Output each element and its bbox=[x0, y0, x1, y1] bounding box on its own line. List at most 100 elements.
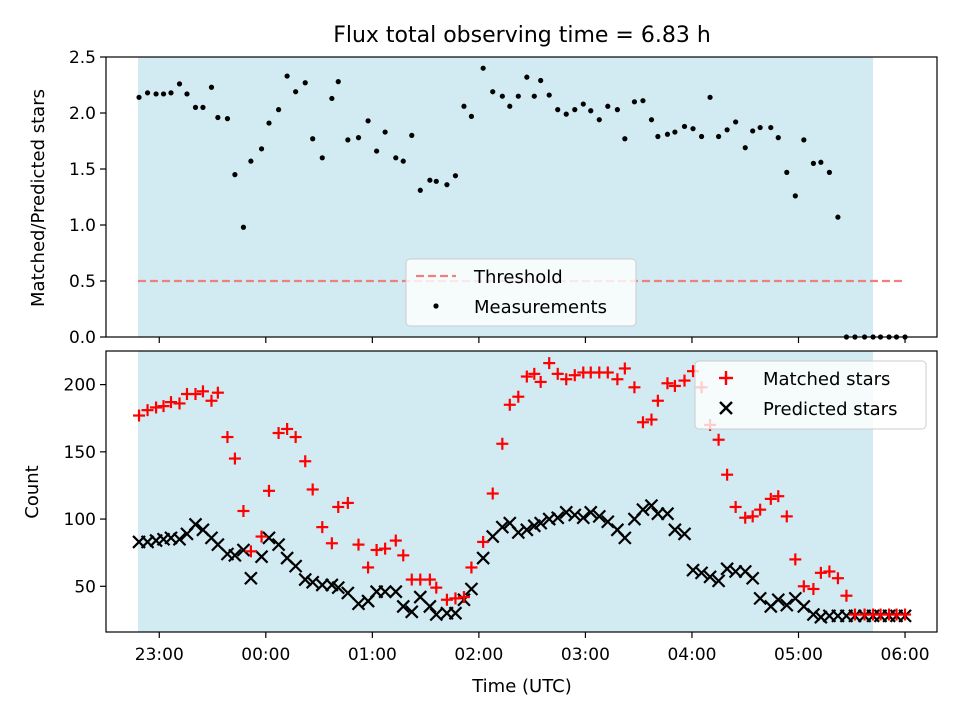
predicted-star-stroke bbox=[271, 537, 286, 552]
measurement-point bbox=[215, 114, 221, 121]
matched-star-point bbox=[150, 401, 163, 414]
predicted-star-point bbox=[389, 584, 403, 599]
matched-star-point bbox=[263, 484, 276, 497]
measurements-legend-label: Measurements bbox=[474, 297, 607, 318]
matched-star-point bbox=[316, 521, 329, 534]
matched-star-point bbox=[281, 422, 294, 435]
matched-star-point bbox=[173, 397, 186, 410]
predicted-star-stroke bbox=[244, 571, 258, 585]
measurement-point bbox=[302, 80, 308, 86]
threshold-legend-label: Threshold bbox=[473, 267, 563, 288]
predicted-star-point bbox=[228, 548, 242, 563]
predicted-star-point bbox=[396, 599, 411, 614]
predicted-star-point bbox=[583, 505, 598, 520]
predicted-star-stroke bbox=[172, 532, 187, 547]
predicted-star-stroke bbox=[788, 591, 803, 606]
predicted-star-stroke bbox=[511, 525, 526, 540]
matched-star-point bbox=[512, 390, 525, 403]
measurement-point bbox=[707, 94, 713, 100]
predicted-star-stroke bbox=[448, 606, 463, 620]
matched-star-point bbox=[764, 492, 777, 505]
predicted-star-stroke bbox=[476, 551, 490, 565]
matched-star-point bbox=[449, 592, 462, 605]
matched-star-point bbox=[678, 374, 691, 387]
predicted-star-point bbox=[404, 605, 419, 619]
measurement-point bbox=[588, 108, 594, 114]
matched-star-point bbox=[534, 375, 547, 388]
predicted-star-stroke bbox=[806, 607, 821, 622]
matched-star-point bbox=[528, 367, 541, 380]
predicted-star-stroke bbox=[413, 590, 428, 604]
predicted-star-stroke bbox=[686, 563, 700, 577]
matched-star-point bbox=[299, 455, 312, 468]
predicted-star-stroke bbox=[520, 523, 534, 537]
predicted-star-stroke bbox=[423, 599, 437, 614]
measurement-point bbox=[655, 133, 661, 140]
top-y-tick-label: 0.0 bbox=[69, 328, 96, 348]
predicted-star-stroke bbox=[404, 605, 419, 619]
chart-title: Flux total observing time = 6.83 h bbox=[333, 23, 711, 48]
matched-star-point bbox=[289, 431, 302, 444]
measurement-point bbox=[768, 124, 774, 131]
measurement-point bbox=[614, 107, 620, 113]
matched-star-point bbox=[780, 510, 793, 523]
measurement-point bbox=[184, 91, 190, 97]
measurement-point bbox=[284, 73, 290, 79]
x-tick-label: 06:00 bbox=[881, 645, 930, 665]
predicted-star-stroke bbox=[745, 571, 760, 585]
predicted-star-stroke bbox=[503, 516, 517, 530]
matched-star-point bbox=[164, 396, 177, 409]
predicted-star-point bbox=[780, 598, 794, 612]
predicted-star-point bbox=[533, 516, 548, 530]
predicted-star-point bbox=[511, 525, 526, 540]
predicted-star-stroke bbox=[396, 599, 411, 614]
predicted-star-stroke bbox=[298, 572, 313, 587]
measurement-point bbox=[810, 160, 817, 166]
predicted-star-stroke bbox=[236, 543, 251, 557]
predicted-star-point bbox=[305, 575, 320, 590]
predicted-star-stroke bbox=[728, 564, 743, 579]
x-tick-label: 01:00 bbox=[348, 645, 397, 665]
matched-star-point bbox=[133, 409, 146, 422]
measurement-point bbox=[319, 155, 325, 161]
measurement-point bbox=[792, 193, 798, 199]
x-tick-label: 02:00 bbox=[454, 645, 503, 665]
predicted-star-point bbox=[686, 563, 700, 577]
predicted-star-point bbox=[254, 549, 269, 564]
measurement-point bbox=[715, 133, 722, 140]
measurement-point bbox=[168, 90, 174, 96]
measurement-point bbox=[672, 129, 678, 135]
predicted-star-point bbox=[448, 606, 463, 620]
predicted-star-stroke bbox=[703, 570, 717, 584]
top-y-tick-label: 2.5 bbox=[69, 48, 96, 68]
predicted-star-stroke bbox=[211, 537, 225, 552]
predicted-star-stroke bbox=[644, 498, 659, 513]
bottom-y-tick-label: 50 bbox=[74, 577, 96, 597]
predicted-star-point bbox=[495, 520, 510, 534]
predicted-star-stroke bbox=[254, 549, 269, 564]
measurement-point bbox=[724, 127, 730, 133]
measurement-point bbox=[515, 93, 521, 99]
predicted-star-stroke bbox=[576, 510, 591, 525]
matched-star-point bbox=[189, 388, 202, 401]
measurement-point bbox=[374, 148, 380, 154]
predicted-star-point bbox=[644, 498, 659, 513]
top-y-tick-label: 0.5 bbox=[69, 272, 96, 292]
measurement-point bbox=[258, 146, 265, 152]
predicted-star-stroke bbox=[228, 548, 242, 563]
measurement-point bbox=[393, 155, 399, 161]
predicted-star-stroke bbox=[495, 520, 510, 534]
matched-star-point bbox=[772, 490, 785, 503]
predicted-star-point bbox=[771, 592, 786, 607]
matched-star-point bbox=[362, 561, 375, 574]
matched-star-point bbox=[496, 437, 509, 450]
predicted-star-stroke bbox=[814, 610, 828, 624]
top-y-tick-label: 1.0 bbox=[69, 216, 96, 236]
measurement-point bbox=[176, 81, 183, 87]
predicted-star-point bbox=[423, 599, 437, 614]
measurement-point bbox=[757, 124, 763, 131]
matched-star-point bbox=[814, 566, 827, 579]
predicted-star-stroke bbox=[651, 506, 665, 521]
matched-star-point bbox=[423, 573, 436, 586]
